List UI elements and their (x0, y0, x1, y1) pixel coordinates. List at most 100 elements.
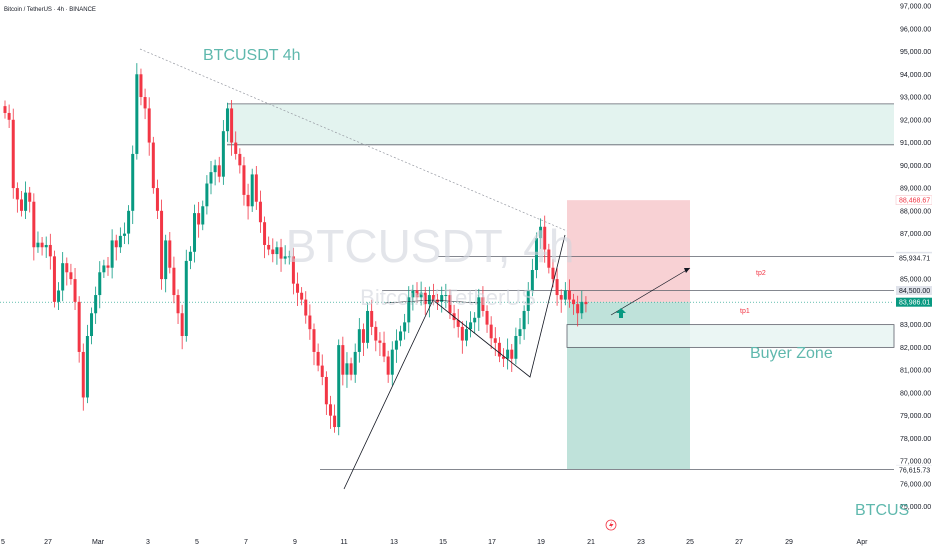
candle-body (65, 263, 69, 273)
candle (143, 88, 147, 120)
candle-body (263, 222, 267, 245)
candle-body (106, 265, 110, 268)
x-tick-label: 29 (785, 539, 793, 546)
candle-body (320, 365, 324, 377)
candle-body (28, 192, 32, 202)
candle (238, 148, 242, 174)
candle (77, 296, 81, 363)
candle (267, 236, 271, 256)
candle-body (510, 349, 514, 359)
candle-body (460, 326, 464, 341)
candle-body (386, 356, 390, 375)
candle-body (382, 342, 386, 357)
candle-body (287, 256, 291, 258)
candle-body (353, 351, 357, 375)
dotted-trendline (139, 48, 568, 232)
candle (65, 257, 69, 286)
candle (423, 287, 427, 315)
candle (456, 308, 460, 338)
watermark-sub: Bitcoin / TetherUS (360, 285, 536, 310)
candle (225, 102, 229, 142)
candle (539, 218, 543, 249)
candle (584, 296, 588, 313)
candle-body (94, 295, 98, 314)
candle-body (24, 192, 28, 211)
candle (106, 257, 110, 276)
x-tick-label: 19 (537, 539, 545, 546)
x-tick-label: 5 (195, 539, 199, 546)
bottom-right-symbol: BTCUS (855, 502, 909, 519)
candle (502, 348, 506, 367)
candle-body (563, 290, 567, 300)
x-tick-label: 15 (439, 539, 447, 546)
candle (469, 311, 473, 338)
candle-body (328, 404, 332, 416)
candle (246, 183, 250, 220)
candle (370, 299, 374, 336)
candle-body (349, 363, 353, 375)
candle (40, 237, 44, 256)
y-tick-label: 94,000.00 (900, 72, 931, 79)
price-tag-label: 85,934.71 (899, 255, 930, 262)
candle-body (415, 290, 419, 298)
candle-body (514, 336, 518, 359)
tp2-label: tp2 (756, 270, 766, 277)
candle-body (436, 299, 440, 302)
candle-body (234, 142, 238, 154)
lightning-icon[interactable] (605, 519, 617, 531)
candle-body (188, 251, 192, 261)
candle (497, 337, 501, 363)
candle (242, 156, 246, 206)
candle-body (238, 153, 242, 166)
price-tag-label: 76,615.73 (899, 467, 930, 474)
candle (217, 156, 221, 183)
candle (489, 316, 493, 349)
candle-body (283, 256, 287, 259)
candle (61, 252, 65, 302)
candle-body (275, 247, 279, 255)
candle (530, 258, 534, 297)
candle (69, 263, 73, 285)
candle-body (209, 172, 213, 184)
candle (526, 282, 530, 325)
candle (431, 283, 435, 306)
candle (263, 216, 267, 259)
candle-body (73, 279, 77, 302)
candle-body (296, 283, 300, 293)
candle-body (180, 313, 184, 337)
candle (213, 159, 217, 186)
candle (102, 259, 106, 278)
y-tick-label: 96,000.00 (900, 26, 931, 33)
candle (580, 290, 584, 319)
candle-body (217, 165, 221, 177)
candle (155, 179, 159, 220)
candle-body (151, 142, 155, 189)
candle-body (539, 226, 543, 239)
candle (90, 307, 94, 345)
candle-body (403, 322, 407, 332)
candle-body (164, 240, 168, 280)
candle (473, 312, 477, 334)
candle-body (411, 290, 415, 298)
candle (308, 304, 312, 340)
y-tick-label: 88,000.00 (900, 208, 931, 215)
candle (48, 233, 52, 270)
candle (283, 245, 287, 265)
candle-body (407, 297, 411, 323)
candle (15, 182, 19, 213)
candle (188, 246, 192, 270)
candle (510, 343, 514, 372)
candle-body (139, 74, 143, 98)
candle-body (506, 349, 510, 359)
candle (193, 204, 197, 263)
candle (353, 343, 357, 383)
candle (419, 281, 423, 306)
candle (572, 293, 576, 315)
candle-body (271, 249, 275, 255)
candle (3, 100, 7, 119)
candle (28, 186, 32, 213)
candle (394, 329, 398, 363)
overlay-layer (139, 48, 691, 490)
